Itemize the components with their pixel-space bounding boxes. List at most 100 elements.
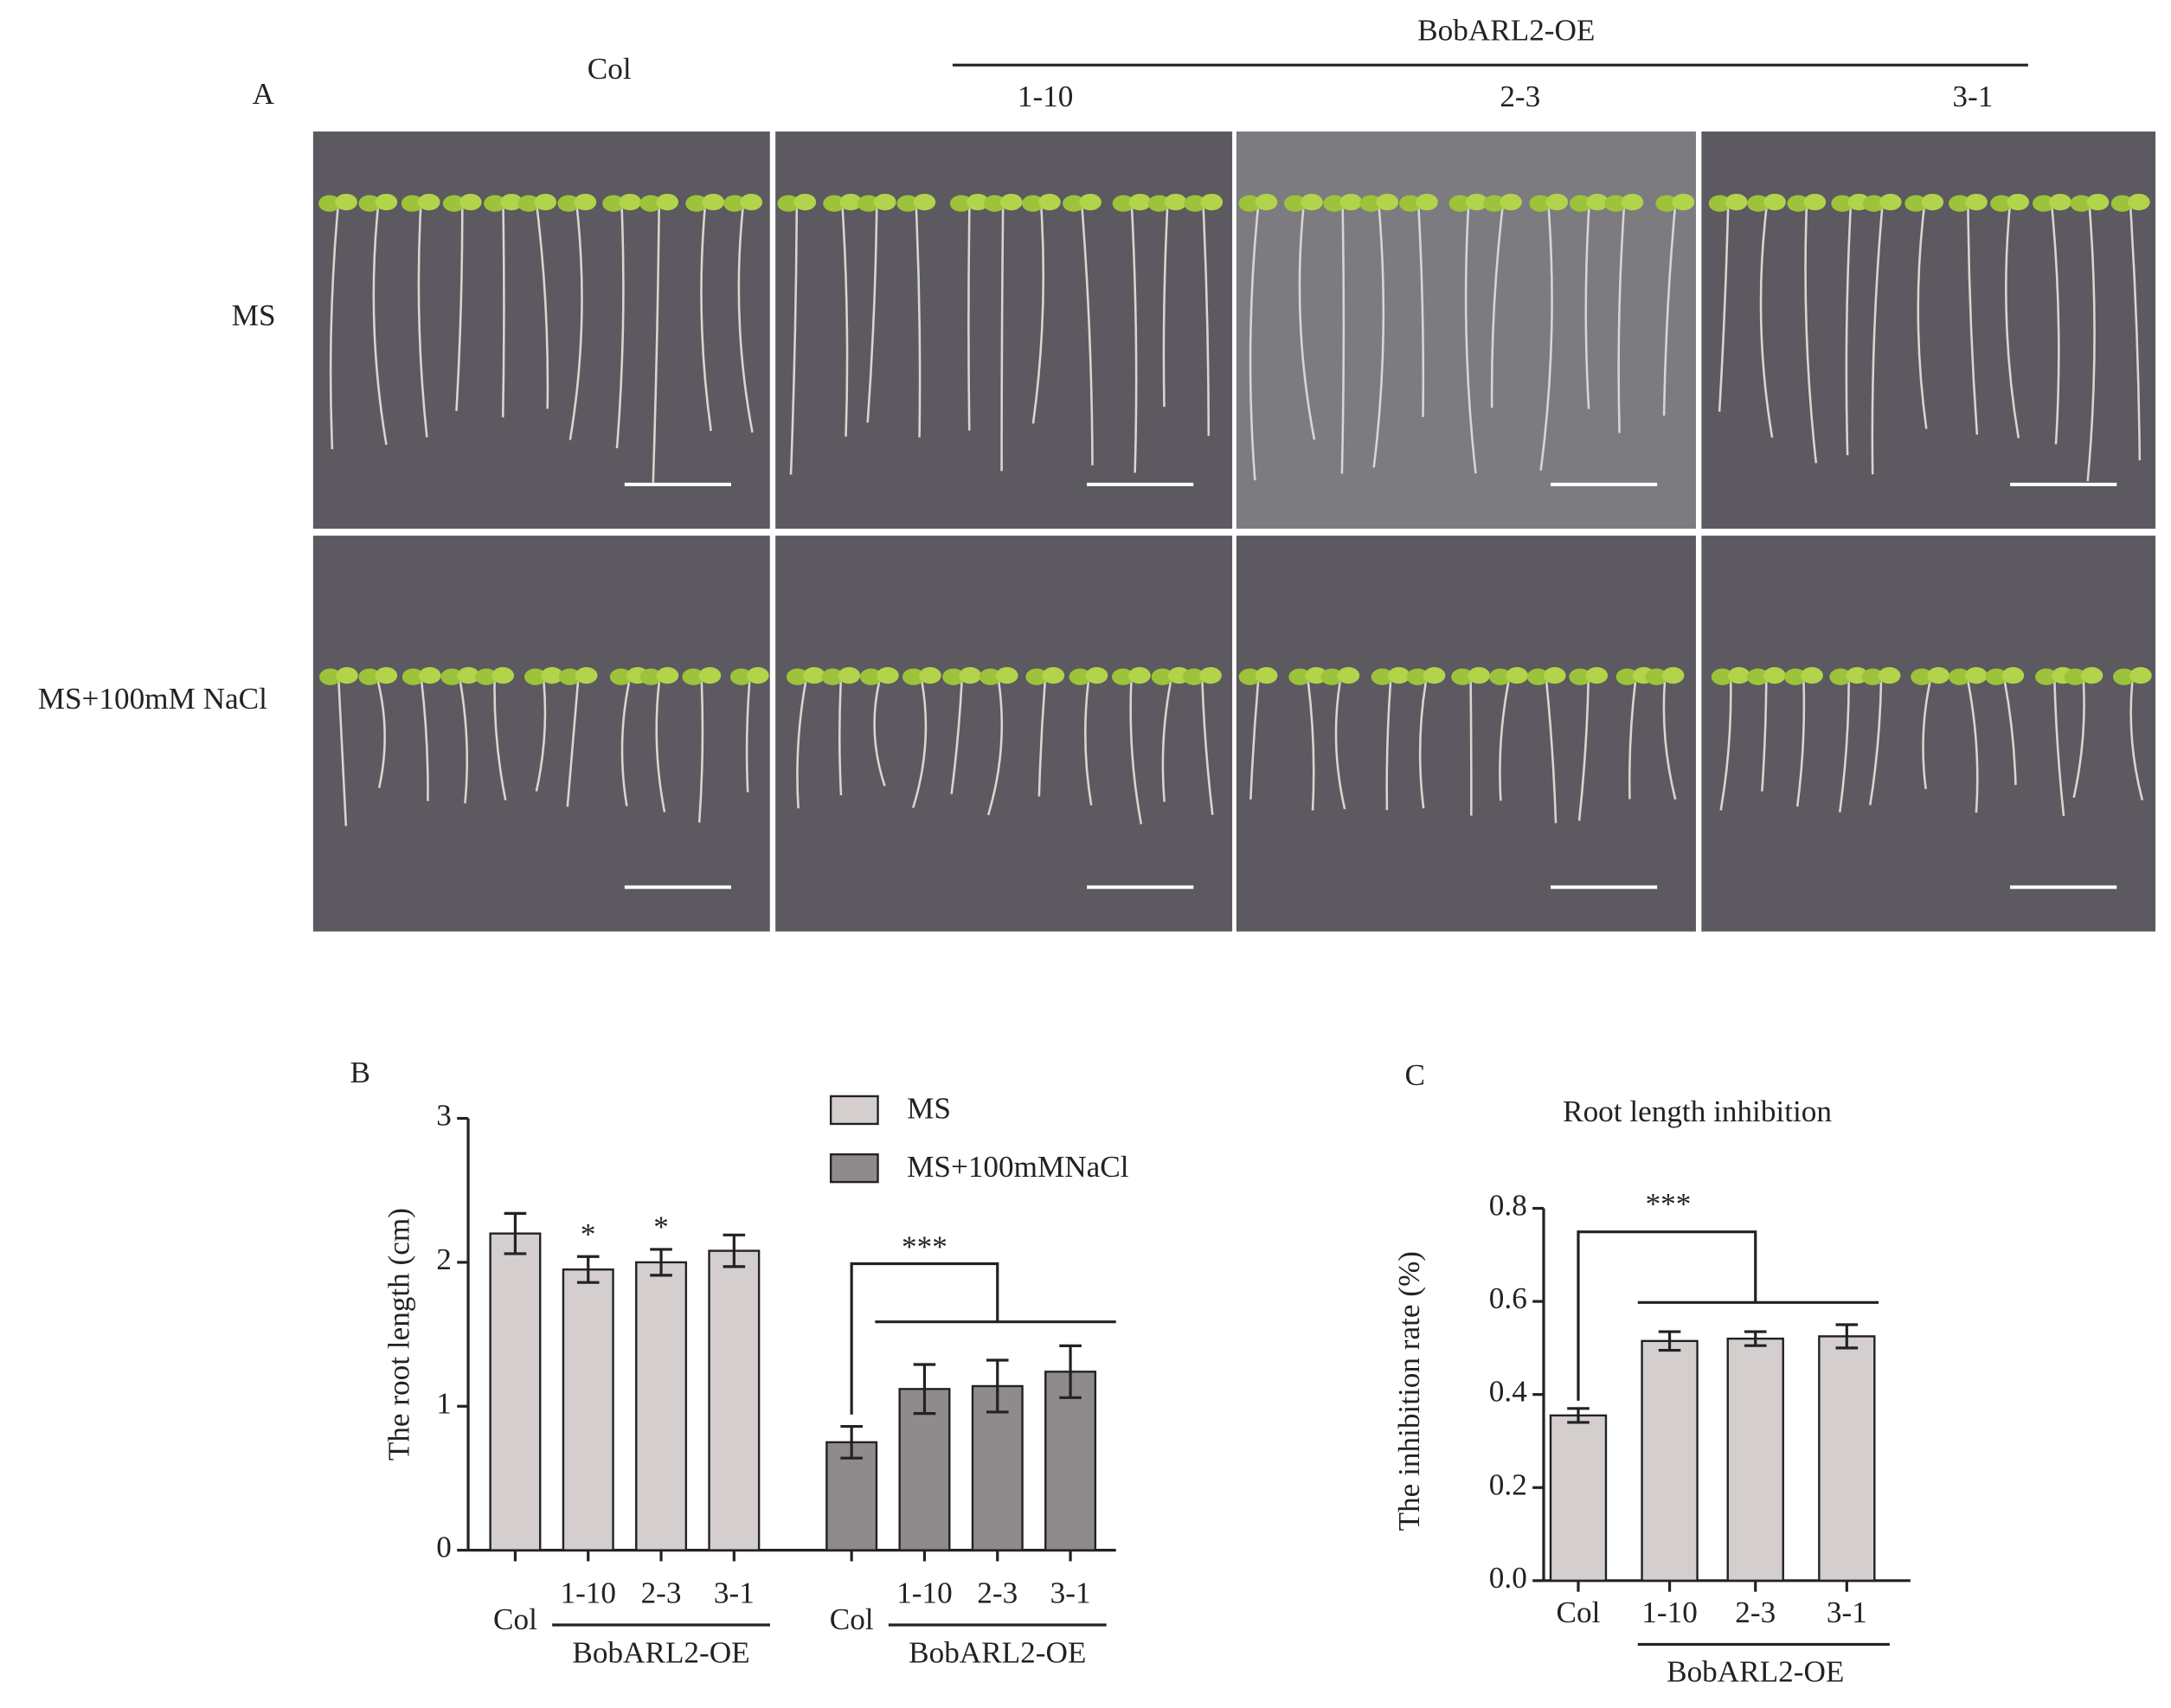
root bbox=[1490, 207, 1504, 408]
root bbox=[1967, 207, 1979, 435]
cotyledon bbox=[874, 193, 896, 211]
cotyledon bbox=[2049, 193, 2071, 211]
root bbox=[950, 680, 963, 794]
cotyledon bbox=[1151, 668, 1174, 685]
root bbox=[2072, 680, 2085, 799]
y-tick-label: 3 bbox=[436, 1099, 452, 1133]
cotyledon bbox=[1879, 193, 1902, 211]
root bbox=[1662, 680, 1677, 800]
photo bbox=[775, 536, 1233, 932]
cotyledon bbox=[1985, 668, 2007, 685]
cotyledon bbox=[656, 667, 679, 684]
error-bar bbox=[913, 1363, 936, 1416]
root bbox=[1298, 207, 1316, 440]
cotyledon bbox=[1423, 667, 1446, 684]
root bbox=[1031, 207, 1045, 424]
root bbox=[501, 207, 505, 418]
root bbox=[1845, 207, 1853, 456]
cotyledon bbox=[1288, 668, 1311, 685]
bar bbox=[898, 1388, 951, 1551]
photo-grid bbox=[312, 131, 2156, 932]
root bbox=[697, 680, 704, 823]
cotyledon bbox=[1038, 193, 1061, 211]
root bbox=[1037, 680, 1047, 797]
cotyledon bbox=[859, 668, 883, 685]
cotyledon bbox=[1021, 195, 1044, 212]
root bbox=[841, 207, 849, 437]
cotyledon bbox=[1801, 667, 1823, 684]
error-bar bbox=[1835, 1323, 1859, 1350]
x-tick-label: Col bbox=[1557, 1596, 1601, 1629]
root bbox=[1418, 680, 1428, 809]
cotyledon bbox=[1112, 195, 1135, 212]
cotyledon bbox=[558, 668, 581, 685]
error-bar bbox=[723, 1233, 746, 1268]
cotyledon bbox=[995, 667, 1018, 684]
root bbox=[915, 207, 922, 438]
error-bar bbox=[840, 1424, 863, 1460]
cotyledon bbox=[803, 667, 825, 684]
cotyledon bbox=[459, 193, 482, 211]
cotyledon bbox=[2110, 195, 2134, 212]
cotyledon bbox=[318, 195, 341, 212]
cotyledon bbox=[1862, 195, 1885, 212]
cotyledon bbox=[896, 195, 920, 212]
cotyledon bbox=[740, 193, 763, 211]
photo bbox=[1701, 536, 2156, 932]
root bbox=[620, 680, 631, 806]
cotyledon bbox=[823, 195, 845, 212]
root bbox=[376, 680, 386, 788]
cotyledon bbox=[1746, 668, 1770, 685]
cotyledon bbox=[1787, 195, 1809, 212]
cotyledon bbox=[417, 193, 440, 211]
column-label: 2-3 bbox=[1500, 80, 1540, 113]
root bbox=[493, 681, 507, 800]
x-tick-label: 1-10 bbox=[896, 1576, 953, 1610]
cotyledon bbox=[1711, 668, 1734, 685]
cotyledon bbox=[1406, 668, 1429, 685]
y-tick-label: 0.4 bbox=[1489, 1375, 1527, 1409]
panel-label: C bbox=[1404, 1058, 1424, 1092]
cotyledon bbox=[1661, 667, 1685, 684]
cotyledon bbox=[1803, 193, 1827, 211]
root bbox=[1719, 681, 1732, 811]
root bbox=[1201, 680, 1214, 815]
cotyledon bbox=[1337, 667, 1360, 684]
root bbox=[1130, 207, 1138, 473]
column-label: 3-1 bbox=[1952, 80, 1993, 113]
cotyledon bbox=[2112, 668, 2136, 685]
root bbox=[329, 207, 339, 450]
cotyledon bbox=[949, 195, 973, 212]
cotyledon bbox=[1359, 195, 1382, 212]
root bbox=[789, 207, 799, 475]
cotyledon bbox=[1655, 195, 1679, 212]
root bbox=[1417, 207, 1425, 418]
cotyledon bbox=[336, 667, 358, 684]
cotyledon bbox=[1164, 193, 1187, 211]
cotyledon bbox=[1672, 193, 1695, 211]
cotyledon bbox=[401, 668, 425, 685]
x-tick-label: 2-3 bbox=[977, 1576, 1018, 1610]
root bbox=[615, 207, 625, 449]
root bbox=[1249, 680, 1260, 799]
cotyledon bbox=[319, 668, 342, 685]
cotyledon bbox=[358, 668, 381, 685]
cotyledon bbox=[919, 667, 941, 684]
cotyledon bbox=[838, 667, 861, 684]
root bbox=[1869, 681, 1883, 806]
cotyledon bbox=[1063, 195, 1085, 212]
cotyledon bbox=[1042, 667, 1065, 684]
root bbox=[1307, 680, 1315, 811]
root bbox=[1464, 207, 1477, 474]
cotyledon bbox=[475, 668, 498, 685]
bar bbox=[1818, 1335, 1876, 1583]
cotyledon bbox=[1585, 667, 1609, 684]
x-tick-label: Col bbox=[493, 1602, 537, 1636]
root bbox=[1539, 207, 1553, 471]
cotyledon bbox=[959, 667, 981, 684]
cotyledon bbox=[557, 195, 580, 212]
cotyledon bbox=[575, 667, 598, 684]
y-axis-label: The inhibition rate (%) bbox=[1392, 1251, 1426, 1531]
cotyledon bbox=[619, 193, 641, 211]
